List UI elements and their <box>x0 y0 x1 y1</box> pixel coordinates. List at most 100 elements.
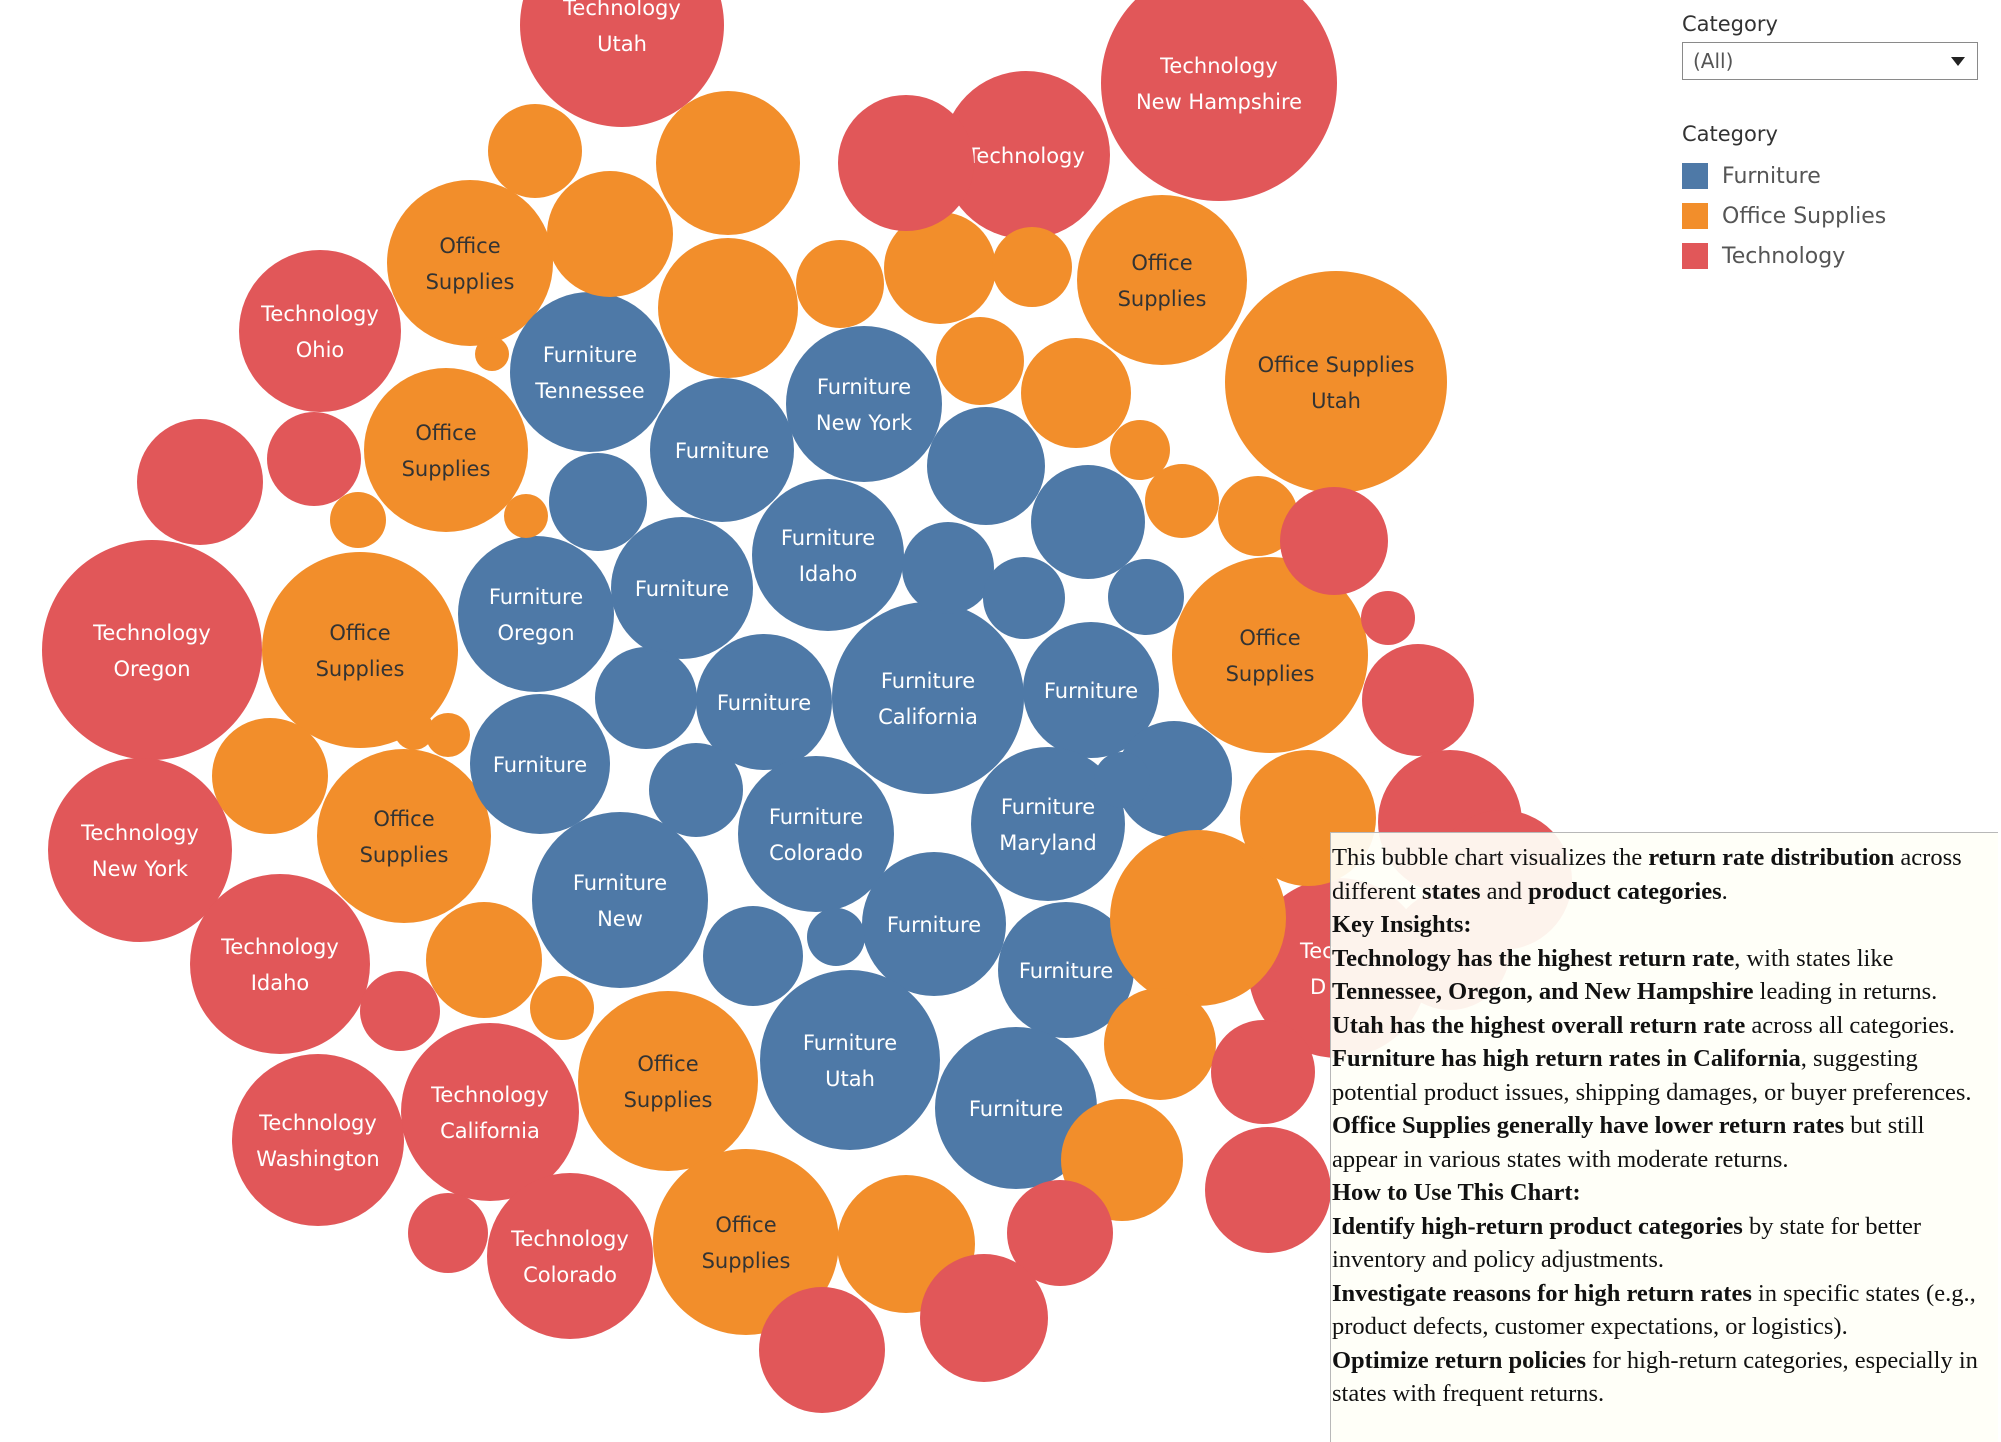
bubble-circle[interactable] <box>703 906 803 1006</box>
bubble-furniture-25[interactable]: Furniture <box>611 517 753 659</box>
bubble-office-supplies-14[interactable]: Office Supplies <box>262 552 458 748</box>
bubble-office-supplies-65[interactable] <box>530 976 594 1040</box>
bubble-circle[interactable] <box>649 743 743 837</box>
bubble-circle[interactable] <box>1362 644 1474 756</box>
bubble-circle[interactable] <box>1031 465 1145 579</box>
bubble-circle[interactable] <box>838 95 974 231</box>
bubble-circle[interactable] <box>1110 420 1170 480</box>
bubble-circle[interactable] <box>1225 271 1447 493</box>
bubble-circle[interactable] <box>1361 591 1415 645</box>
bubble-technology-78[interactable] <box>1361 591 1415 645</box>
bubble-technology-75[interactable] <box>137 419 263 545</box>
bubble-circle[interactable] <box>190 874 370 1054</box>
category-dropdown[interactable]: (All) <box>1682 42 1978 80</box>
bubble-furniture-41[interactable] <box>902 522 994 614</box>
bubble-furniture-46[interactable] <box>703 906 803 1006</box>
bubble-furniture-39[interactable] <box>1031 465 1145 579</box>
bubble-circle[interactable] <box>510 292 670 452</box>
bubble-furniture-new-york-21[interactable]: Furniture New York <box>786 326 942 482</box>
bubble-circle[interactable] <box>520 0 724 127</box>
bubble-circle[interactable] <box>578 991 758 1171</box>
bubble-circle[interactable] <box>1172 557 1368 753</box>
bubble-circle[interactable] <box>759 1287 885 1413</box>
bubble-technology-85[interactable] <box>408 1193 488 1273</box>
bubble-circle[interactable] <box>1021 338 1131 448</box>
bubble-circle[interactable] <box>595 647 697 749</box>
bubble-furniture-33[interactable]: Furniture <box>862 852 1006 996</box>
bubble-office-supplies-57[interactable] <box>1145 464 1219 538</box>
bubble-technology-new-hampshire-1[interactable]: Technology New Hampshire <box>1101 0 1337 201</box>
bubble-office-supplies-73[interactable] <box>656 91 800 235</box>
bubble-office-supplies-utah-11[interactable]: Office Supplies Utah <box>1225 271 1447 493</box>
bubble-technology-79[interactable] <box>1362 644 1474 756</box>
bubble-circle[interactable] <box>470 694 610 834</box>
bubble-circle[interactable] <box>992 227 1072 307</box>
bubble-office-supplies-54[interactable] <box>936 317 1024 405</box>
bubble-office-supplies-52[interactable] <box>884 212 996 324</box>
bubble-circle[interactable] <box>317 749 491 923</box>
bubble-circle[interactable] <box>408 1193 488 1273</box>
bubble-office-supplies-13[interactable]: Office Supplies <box>364 368 528 532</box>
bubble-circle[interactable] <box>786 326 942 482</box>
bubble-circle[interactable] <box>1116 721 1232 837</box>
bubble-circle[interactable] <box>971 747 1125 901</box>
chevron-down-icon[interactable] <box>1951 56 1965 66</box>
bubble-circle[interactable] <box>920 1254 1048 1382</box>
bubble-office-supplies-17[interactable]: Office Supplies <box>1172 557 1368 753</box>
bubble-furniture-37[interactable] <box>549 453 647 551</box>
bubble-circle[interactable] <box>650 378 794 522</box>
bubble-circle[interactable] <box>232 1054 404 1226</box>
bubble-furniture-48[interactable] <box>1094 752 1150 808</box>
bubble-circle[interactable] <box>549 453 647 551</box>
bubble-furniture-44[interactable] <box>1116 721 1232 837</box>
bubble-office-supplies-59[interactable] <box>475 337 509 371</box>
bubble-office-supplies-50[interactable] <box>658 238 798 378</box>
bubble-office-supplies-62[interactable] <box>426 713 470 757</box>
bubble-circle[interactable] <box>902 522 994 614</box>
bubble-circle[interactable] <box>983 557 1065 639</box>
bubble-circle[interactable] <box>942 71 1110 239</box>
legend-item-office-supplies[interactable]: Office Supplies <box>1682 196 1886 236</box>
bubble-circle[interactable] <box>488 104 582 198</box>
bubble-technology-2[interactable]: Technology <box>942 71 1110 239</box>
bubble-circle[interactable] <box>1145 464 1219 538</box>
bubble-circle[interactable] <box>267 412 361 506</box>
bubble-office-supplies-72[interactable] <box>488 104 582 198</box>
bubble-office-supplies-53[interactable] <box>992 227 1072 307</box>
bubble-furniture-28[interactable]: Furniture <box>696 634 832 770</box>
bubble-circle[interactable] <box>1007 1180 1113 1286</box>
bubble-circle[interactable] <box>1023 622 1159 758</box>
bubble-circle[interactable] <box>330 492 386 548</box>
bubble-circle[interactable] <box>656 91 800 235</box>
bubble-circle[interactable] <box>998 902 1134 1038</box>
bubble-technology-87[interactable] <box>920 1254 1048 1382</box>
bubble-circle[interactable] <box>738 756 894 912</box>
bubble-furniture-26[interactable]: Furniture <box>1023 622 1159 758</box>
bubble-circle[interactable] <box>475 337 509 371</box>
bubble-furniture-colorado-30[interactable]: Furniture Colorado <box>738 756 894 912</box>
bubble-office-supplies-19[interactable]: Office Supplies <box>653 1149 839 1335</box>
bubble-furniture-maryland-31[interactable]: Furniture Maryland <box>971 747 1125 901</box>
bubble-circle[interactable] <box>1211 1020 1315 1124</box>
bubble-circle[interactable] <box>212 718 328 834</box>
bubble-office-supplies-56[interactable] <box>1110 420 1170 480</box>
bubble-office-supplies-61[interactable] <box>504 494 548 538</box>
bubble-technology-86[interactable] <box>759 1287 885 1413</box>
bubble-furniture-45[interactable] <box>649 743 743 837</box>
bubble-circle[interactable] <box>487 1173 653 1339</box>
bubble-circle[interactable] <box>394 710 434 750</box>
bubble-technology-82[interactable] <box>1211 1020 1315 1124</box>
bubble-technology-oregon-4[interactable]: Technology Oregon <box>42 540 262 760</box>
bubble-office-supplies-58[interactable] <box>1218 476 1298 556</box>
bubble-technology-76[interactable] <box>267 412 361 506</box>
bubble-circle[interactable] <box>1280 487 1388 595</box>
bubble-furniture-new-32[interactable]: Furniture New <box>532 812 708 988</box>
bubble-office-supplies-12[interactable]: Office Supplies <box>387 180 553 346</box>
bubble-office-supplies-64[interactable] <box>426 902 542 1018</box>
bubble-office-supplies-63[interactable] <box>212 718 328 834</box>
bubble-office-supplies-18[interactable]: Office Supplies <box>578 991 758 1171</box>
bubble-circle[interactable] <box>426 902 542 1018</box>
bubble-circle[interactable] <box>832 602 1024 794</box>
bubble-circle[interactable] <box>658 238 798 378</box>
bubble-technology-ohio-3[interactable]: Technology Ohio <box>239 250 401 412</box>
